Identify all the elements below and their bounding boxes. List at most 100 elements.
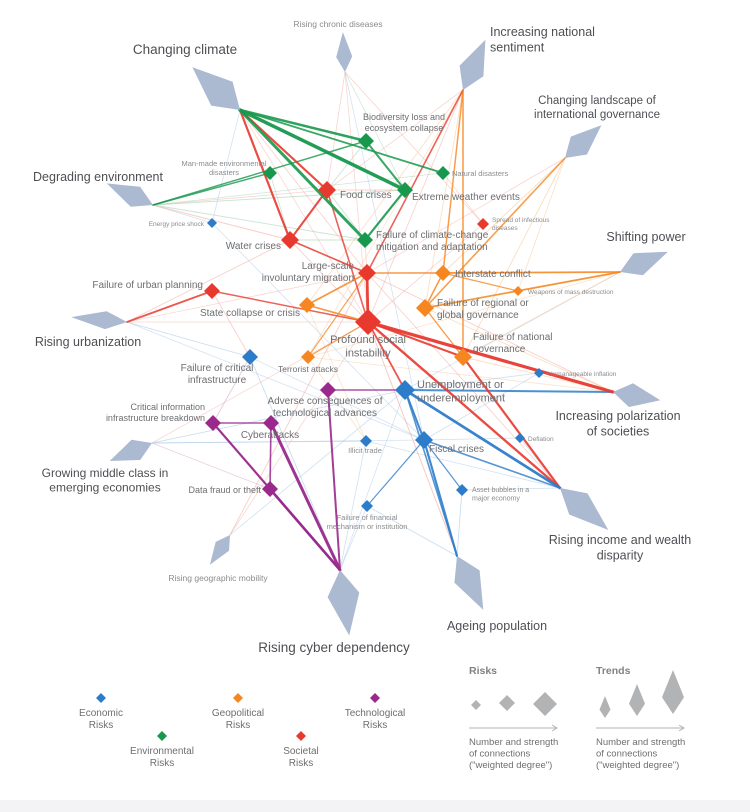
- risk-node-illicit-trade[interactable]: [360, 435, 372, 447]
- edge-ageing-population--financial-mechanism: [366, 505, 458, 557]
- risk-node-urban-planning[interactable]: [204, 283, 220, 299]
- edge-intl-governance--regional-governance: [424, 157, 566, 309]
- risk-node-state-collapse[interactable]: [299, 297, 315, 313]
- legend-risk-size-3-icon: [533, 692, 557, 716]
- trend-label-changing-climate: Changing climate: [133, 42, 237, 57]
- trend-node-changing-climate[interactable]: [192, 67, 240, 110]
- edge-rising-urbanization--urban-planning: [126, 290, 213, 323]
- edge-financial-mechanism--fiscal-crises: [366, 439, 425, 507]
- risk-node-national-governance[interactable]: [454, 348, 472, 366]
- risk-node-tech-advances[interactable]: [320, 382, 336, 398]
- legend-geopolitical-diamond-icon: [233, 693, 243, 703]
- risk-node-interstate-conflict[interactable]: [435, 265, 451, 281]
- risk-label-interstate-conflict: Interstate conflict: [455, 269, 531, 280]
- risk-label-natural-disasters: Natural disasters: [452, 169, 509, 178]
- edge-geographic-mobility--unemployment: [229, 389, 406, 536]
- edge-asset-bubbles--fiscal-crises: [423, 439, 463, 491]
- edge-degrading-environment--food-crises: [152, 189, 328, 206]
- risk-node-deflation[interactable]: [515, 433, 525, 443]
- trend-node-income-disparity[interactable]: [560, 488, 609, 530]
- risk-node-data-fraud[interactable]: [262, 481, 278, 497]
- risk-node-wmd[interactable]: [513, 286, 523, 296]
- edge-illicit-trade--terrorist-attacks: [307, 356, 367, 442]
- legend-environmental-diamond-icon: [157, 731, 167, 741]
- risk-node-unemployment[interactable]: [395, 380, 415, 400]
- trends-layer: Changing climate Rising chronic diseases I…: [33, 19, 691, 655]
- edge-degrading-environment--extreme-weather: [152, 189, 406, 206]
- edge-national-governance--income-disparity: [461, 355, 562, 490]
- risk-label-water-crises: Water crises: [226, 241, 281, 252]
- edge-changing-climate--migration: [239, 109, 368, 274]
- risk-node-terrorist-attacks[interactable]: [301, 350, 315, 364]
- edge-asset-bubbles--income-disparity: [461, 487, 561, 491]
- edge-degrading-environment--biodiversity: [152, 140, 367, 206]
- risk-node-financial-mechanism[interactable]: [361, 500, 373, 512]
- risk-node-social-instability[interactable]: [355, 309, 381, 335]
- risk-node-asset-bubbles[interactable]: [456, 484, 468, 496]
- risk-label-fiscal-crises: Fiscal crises: [429, 444, 484, 455]
- trend-node-intl-governance[interactable]: [565, 125, 602, 158]
- risk-node-extreme-weather[interactable]: [397, 182, 413, 198]
- risk-node-water-crises[interactable]: [281, 231, 299, 249]
- edge-food-crises--water-crises: [289, 189, 328, 241]
- risk-node-man-made[interactable]: [263, 166, 277, 180]
- risk-node-regional-governance[interactable]: [416, 299, 434, 317]
- trend-node-degrading-environment[interactable]: [106, 183, 153, 207]
- edge-terrorist-attacks--polarization: [307, 356, 614, 393]
- risk-node-climate-mitigation[interactable]: [357, 232, 373, 248]
- trend-node-cyber-dependency[interactable]: [327, 570, 360, 636]
- legend-trend-size-1-icon: [599, 696, 611, 718]
- edge-unemployment--fiscal-crises: [404, 389, 425, 441]
- trend-label-middle-class: Growing middle class in emerging economie…: [42, 466, 169, 495]
- risk-node-natural-disasters[interactable]: [436, 166, 450, 180]
- risk-node-cyberattacks[interactable]: [263, 415, 279, 431]
- edge-critical-infrastructure--cii-breakdown: [212, 356, 251, 424]
- risk-label-regional-governance: Failure of regional or global governance: [437, 298, 529, 321]
- edge-chronic-diseases--food-crises: [326, 71, 346, 191]
- edge-biodiversity--extreme-weather: [365, 140, 406, 191]
- edge-national-sentiment--food-crises: [326, 89, 464, 191]
- risk-node-critical-infrastructure[interactable]: [242, 349, 258, 365]
- risk-node-cii-breakdown[interactable]: [205, 415, 221, 431]
- edge-changing-climate--biodiversity: [238, 108, 368, 143]
- edge-geographic-mobility--social-instability: [229, 321, 369, 536]
- trend-node-shifting-power[interactable]: [620, 251, 668, 276]
- edge-fiscal-crises--income-disparity: [423, 439, 561, 489]
- risk-label-climate-mitigation: Failure of climate-change mitigation and …: [376, 230, 489, 253]
- trend-node-geographic-mobility[interactable]: [209, 535, 230, 565]
- trend-node-chronic-diseases[interactable]: [336, 32, 353, 72]
- edge-cyber-dependency--illicit-trade: [339, 440, 367, 571]
- edge-middle-class--data-fraud: [151, 442, 271, 490]
- edge-chronic-diseases--spread-infectious: [344, 71, 484, 225]
- edge-energy-price--fiscal-crises: [211, 222, 425, 441]
- edge-social-instability--income-disparity: [366, 320, 562, 490]
- risk-node-migration[interactable]: [358, 264, 376, 282]
- legend-trends-caption: Number and strength of connections ("weigh…: [596, 737, 685, 771]
- risk-node-fiscal-crises[interactable]: [415, 431, 433, 449]
- edge-cyber-dependency--unemployment: [339, 389, 406, 571]
- trend-node-middle-class[interactable]: [109, 439, 152, 461]
- edge-unemployment--polarization: [404, 389, 614, 393]
- legend-technological-diamond-icon: [370, 693, 380, 703]
- risk-label-terrorist-attacks: Terrorist attacks: [278, 364, 338, 374]
- risk-node-unmanageable-inflation[interactable]: [534, 368, 544, 378]
- trend-node-polarization[interactable]: [613, 383, 661, 407]
- edge-shifting-power--interstate-conflict: [442, 271, 621, 274]
- edge-terrorist-attacks--social-instability: [307, 321, 369, 358]
- risk-node-spread-infectious[interactable]: [477, 218, 489, 230]
- risk-label-social-instability: Profound social instability: [330, 334, 406, 359]
- trend-label-income-disparity: Rising income and wealth disparity: [549, 533, 691, 562]
- risk-node-biodiversity[interactable]: [358, 133, 374, 149]
- trend-node-national-sentiment[interactable]: [459, 39, 486, 90]
- risk-label-man-made: Man-made environmental disasters: [181, 159, 266, 177]
- risk-label-illicit-trade: Illicit trade: [348, 446, 382, 455]
- risk-label-cii-breakdown: Critical information infrastructure break…: [106, 402, 205, 423]
- risk-node-energy-price[interactable]: [207, 218, 217, 228]
- trend-node-ageing-population[interactable]: [454, 556, 484, 610]
- edge-rising-urbanization--fiscal-crises: [126, 321, 425, 441]
- edge-unemployment--social-instability: [367, 321, 406, 391]
- trend-node-rising-urbanization[interactable]: [71, 311, 127, 330]
- risk-node-food-crises[interactable]: [318, 181, 336, 199]
